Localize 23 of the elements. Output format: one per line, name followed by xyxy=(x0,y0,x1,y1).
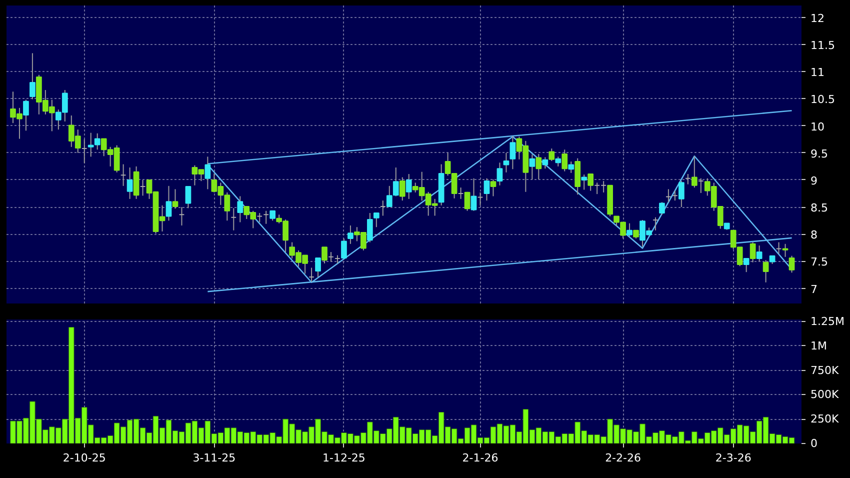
x-tick-label: 2-3-26 xyxy=(715,452,752,464)
x-tick-label: 1-12-25 xyxy=(322,452,366,464)
y-tick-label: 500K xyxy=(810,388,840,402)
y-tick-label: 7.5 xyxy=(810,256,828,269)
y-tick-label: 9 xyxy=(810,174,818,188)
y-tick-label: 8.5 xyxy=(810,202,828,215)
y-tick-label: 12 xyxy=(810,12,824,25)
y-tick-label: 0 xyxy=(810,437,818,450)
y-tick-label: 10.5 xyxy=(810,93,835,106)
y-tick-label: 11.5 xyxy=(810,39,835,52)
y-tick-label: 750K xyxy=(810,364,840,377)
y-tick-label: 7 xyxy=(810,282,818,296)
x-tick-label: 2-10-25 xyxy=(62,452,106,464)
y-tick-label: 9.5 xyxy=(810,147,828,160)
y-tick-label: 1M xyxy=(810,339,827,352)
x-tick-label: 2-1-26 xyxy=(462,452,498,464)
y-tick-label: 11 xyxy=(810,66,824,80)
y-tick-label: 10 xyxy=(810,120,824,134)
y-tick-label: 1.25M xyxy=(810,314,844,328)
x-tick-label: 3-11-25 xyxy=(192,452,236,464)
y-tick-label: 250K xyxy=(810,412,840,426)
x-tick-label: 2-2-26 xyxy=(605,452,641,464)
y-tick-label: 8 xyxy=(810,228,818,242)
